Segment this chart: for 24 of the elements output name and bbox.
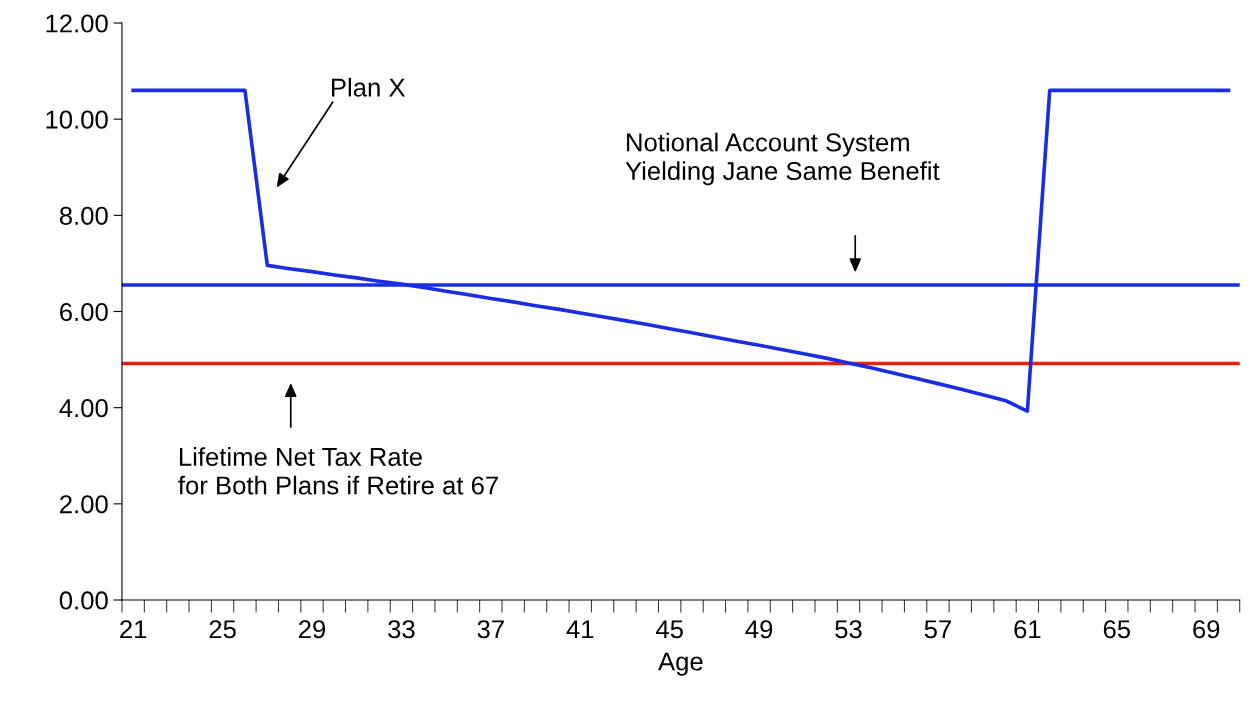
y-tick-label: 8.00 [59,206,108,225]
annotation: Lifetime Net Tax Rate for Both Plans if Retire at 67 [178,447,498,495]
x-tick-label: 65 [1103,620,1130,639]
y-tick-label: 10.00 [46,110,108,129]
x-tick-label: 33 [388,620,415,639]
x-tick-label: 61 [1014,620,1041,639]
y-tick-label: 6.00 [60,302,108,322]
y-tick-label: 12.00 [46,14,108,33]
annotation: Notional Account System Yielding Jane Same Benefit [625,132,940,186]
x-tick-label: 69 [1193,620,1220,639]
annotation: Plan X [331,77,406,97]
y-tick-label: 0.00 [59,591,108,610]
x-tick-label: 53 [835,620,862,639]
y-tick-label: 4.00 [59,399,108,418]
x-tick-label: 21 [120,620,147,639]
x-tick-label: 41 [566,620,594,639]
x-tick-label: 49 [745,620,773,639]
y-tick-label: 2.00 [60,495,108,514]
x-tick-label: 45 [655,620,683,639]
x-axis-title: Age [658,652,703,676]
x-tick-label: 57 [924,620,951,639]
x-tick-label: 29 [299,620,326,639]
x-tick-label: 25 [209,620,236,639]
x-tick-label: 37 [477,620,504,639]
